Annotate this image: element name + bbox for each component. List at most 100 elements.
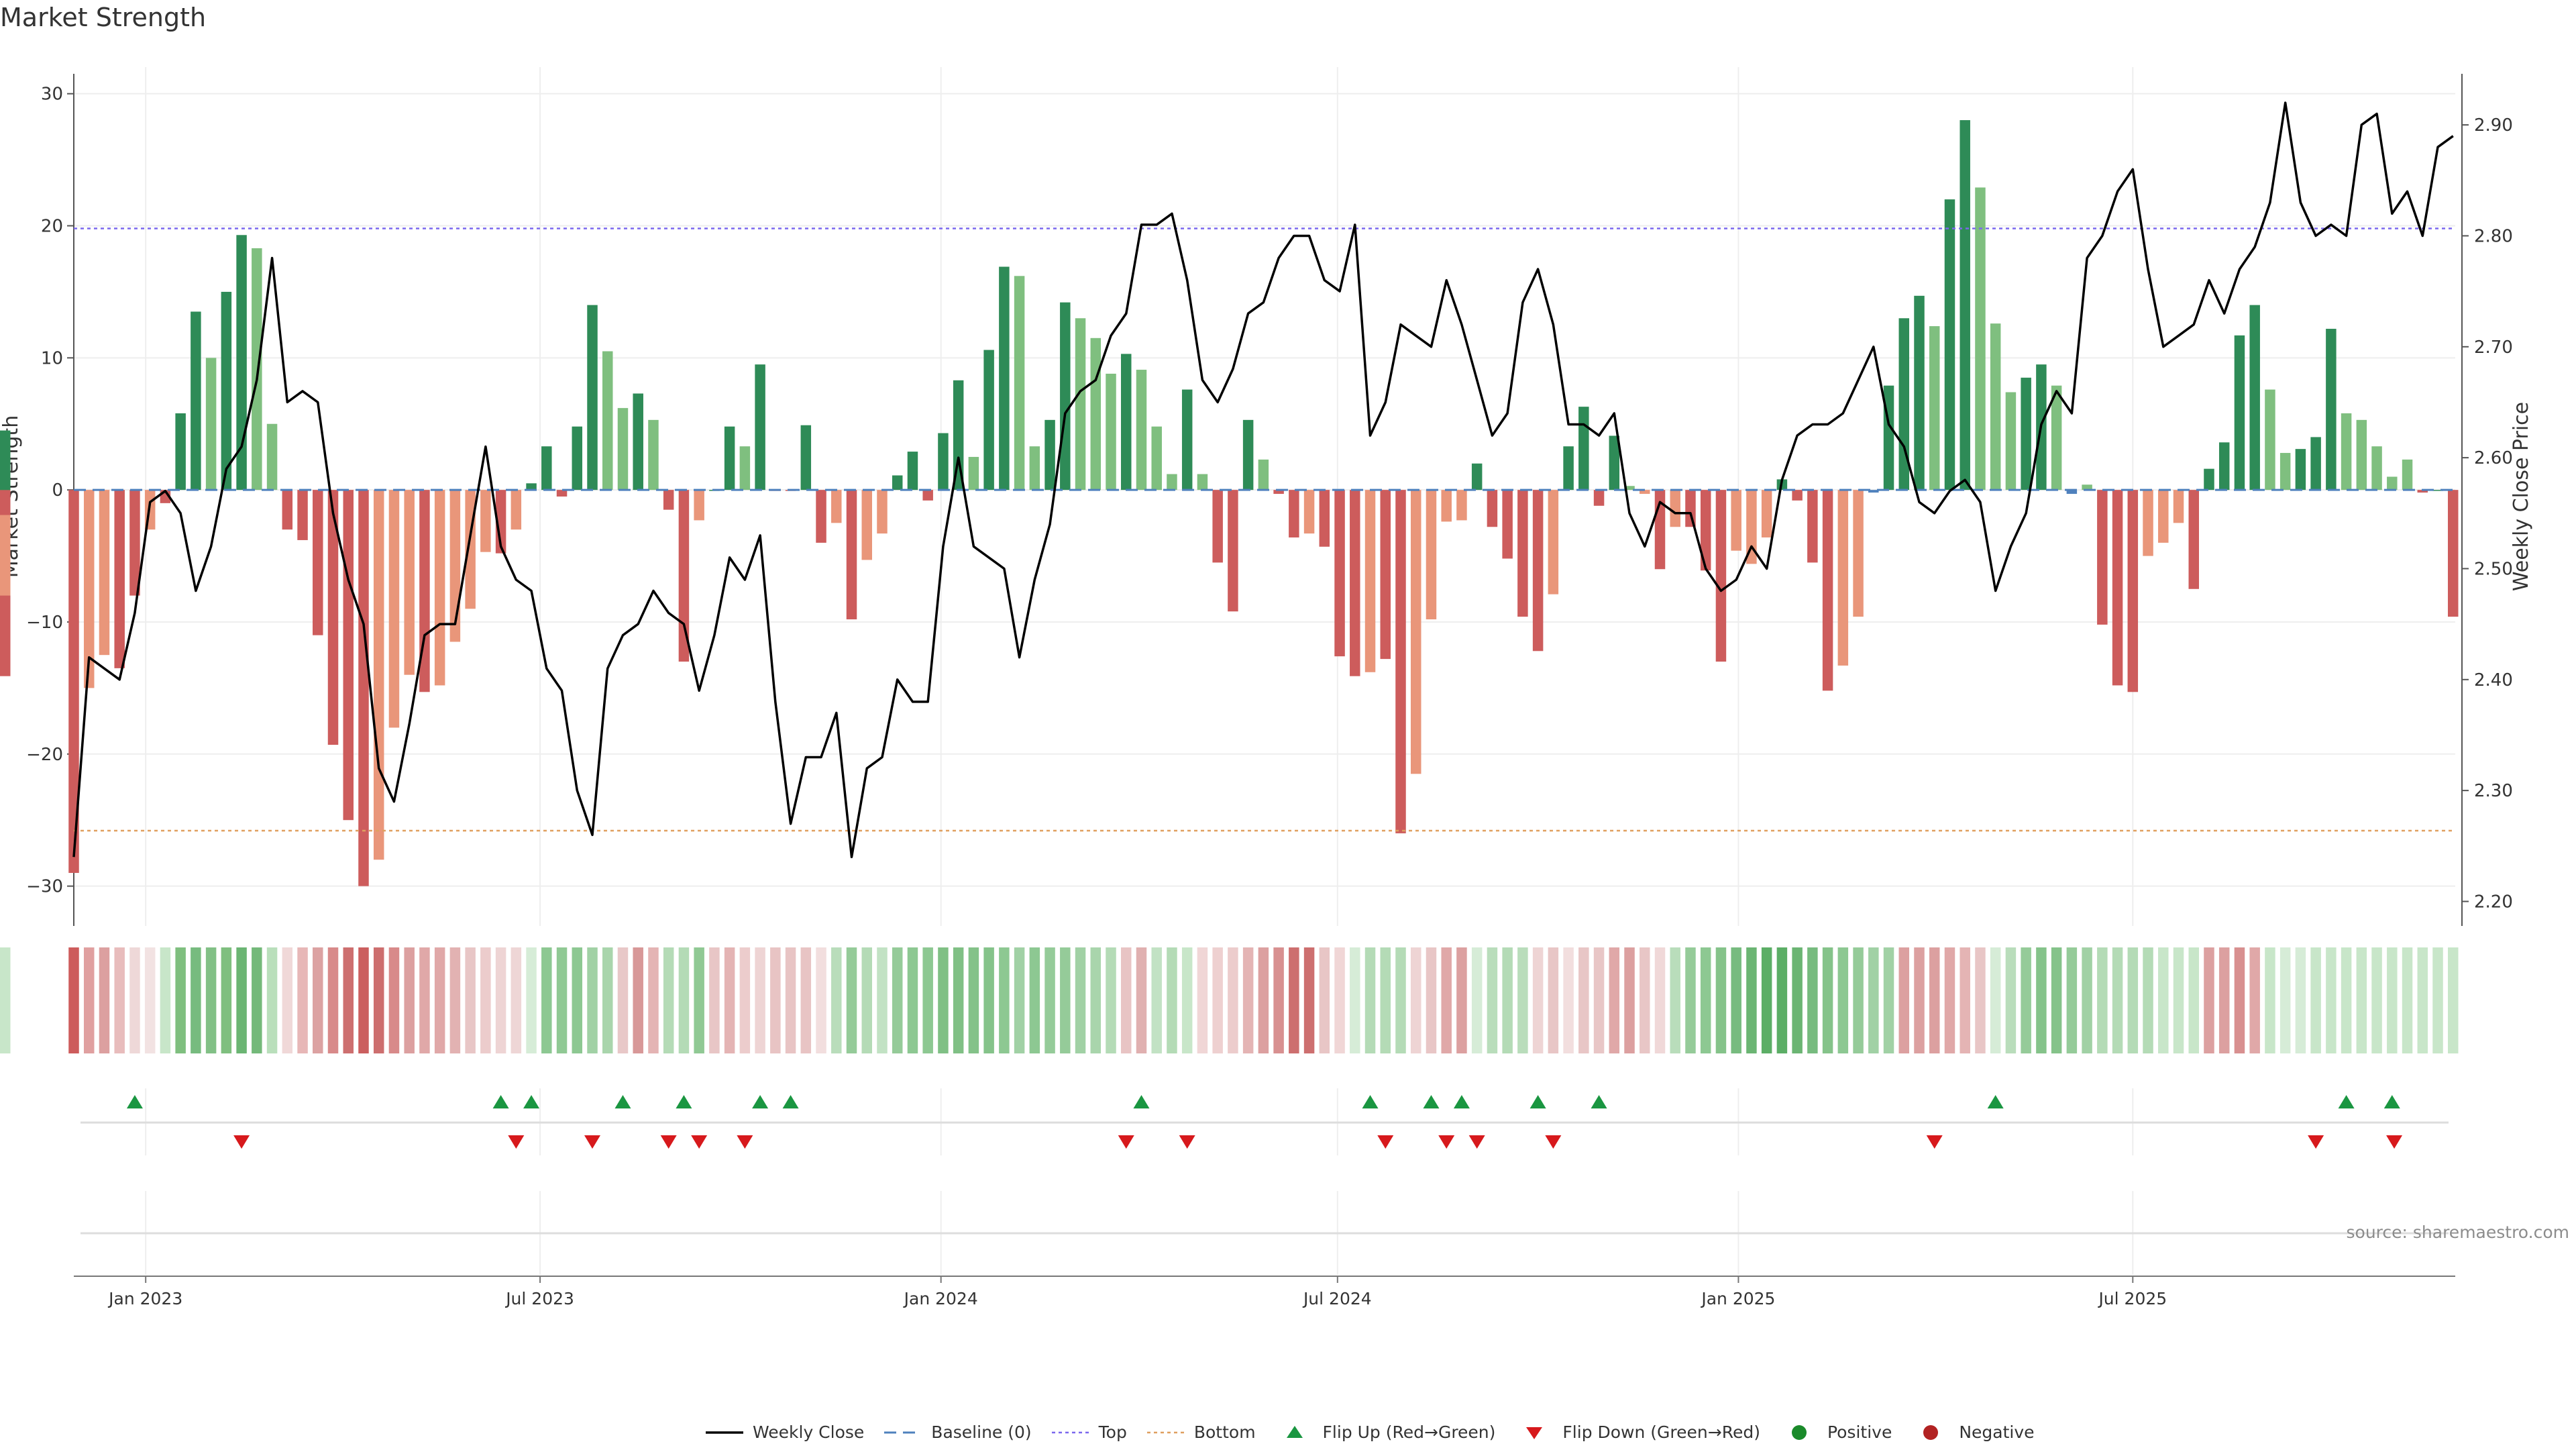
heat-cell <box>1151 947 1162 1053</box>
heat-cell <box>297 947 308 1053</box>
heat-cell <box>1776 947 1788 1053</box>
strength-bar <box>1792 490 1803 501</box>
strength-bar <box>191 311 201 490</box>
strength-bar <box>2295 449 2306 490</box>
strength-bar <box>1517 490 1528 617</box>
flip-down-marker <box>660 1135 677 1149</box>
heat-cell <box>327 947 339 1053</box>
strength-bar <box>1212 490 1223 563</box>
strength-bar <box>2402 459 2413 490</box>
flip-up-marker <box>1423 1095 1440 1108</box>
heat-cell <box>2265 947 2275 1053</box>
y-tick-label: 20 <box>41 217 63 237</box>
legend-items: Weekly Close Baseline (0) Top Bottom Flip Up… <box>704 1422 2035 1442</box>
heat-cell <box>221 947 232 1053</box>
heat-cell <box>1273 947 1284 1053</box>
heat-cell <box>2173 947 2184 1053</box>
flip-down-marker <box>1468 1135 1485 1149</box>
strength-bar <box>68 490 79 873</box>
legend-label: Bottom <box>1193 1422 1256 1442</box>
legend-label: Flip Up (Red→Green) <box>1322 1422 1496 1442</box>
strength-bar <box>1593 490 1605 506</box>
strength-bar <box>1029 446 1040 490</box>
strength-bar <box>1090 338 1102 490</box>
legend-swatch <box>1146 1431 1185 1433</box>
strength-bar <box>1898 318 1910 490</box>
flip-up-marker <box>614 1095 631 1108</box>
strength-bar <box>739 446 751 490</box>
heat-cell <box>831 947 842 1053</box>
heat-cell <box>1456 947 1467 1053</box>
heat-cell <box>2417 947 2428 1053</box>
heat-cell <box>1807 947 1818 1053</box>
heat-cell <box>2341 947 2352 1053</box>
strength-bar <box>1136 370 1147 490</box>
y2-tick-label: 2.40 <box>2474 670 2513 690</box>
heat-cell <box>907 947 918 1053</box>
chart-title: Market Strength <box>0 3 207 32</box>
strength-bar <box>2173 490 2184 523</box>
strength-bar <box>129 490 140 596</box>
heat-cell <box>1471 947 1483 1053</box>
heat-cell <box>1410 947 1421 1053</box>
heat-cell <box>602 947 613 1053</box>
heat-cell <box>449 947 461 1053</box>
heat-cell <box>1898 947 1910 1053</box>
strength-bar <box>2249 305 2260 490</box>
heat-cell <box>953 947 964 1053</box>
strength-bar <box>861 490 872 560</box>
strength-bar <box>175 413 186 490</box>
heat-cell <box>1868 947 1879 1053</box>
heat-cell <box>2036 947 2047 1053</box>
strength-bar <box>1471 463 1483 490</box>
flip-up-marker <box>782 1095 799 1108</box>
strength-bar <box>2265 389 2275 490</box>
heat-cell <box>2021 947 2031 1053</box>
strength-bar <box>1228 490 1238 612</box>
legend-swatch <box>1791 1424 1807 1440</box>
flip-up-marker <box>2338 1095 2355 1108</box>
heat-cell <box>1364 947 1376 1053</box>
strength-bar <box>327 490 339 745</box>
heat-cell <box>388 947 400 1053</box>
heat-cell <box>2097 947 2108 1053</box>
legend-label: Negative <box>1959 1422 2035 1442</box>
flip-down-marker <box>1179 1135 1195 1149</box>
heat-cell <box>2279 947 2291 1053</box>
strength-bar <box>1289 490 1299 538</box>
strength-bar <box>1350 490 1360 676</box>
flip-up-marker <box>1987 1095 2004 1108</box>
strength-bar <box>2112 490 2123 686</box>
flip-down-marker <box>508 1135 525 1149</box>
heat-cell <box>1487 947 1498 1053</box>
heat-cell <box>785 947 796 1053</box>
strength-bar <box>877 490 888 534</box>
strength-bar <box>724 426 735 490</box>
flip-up-marker <box>1133 1095 1150 1108</box>
strength-bar <box>1609 435 1620 490</box>
legend-swatch <box>1286 1425 1303 1438</box>
strength-bar <box>816 490 826 543</box>
heat-cell <box>1350 947 1360 1053</box>
flip-down-marker <box>2386 1135 2403 1149</box>
heat-cell <box>313 947 323 1053</box>
strength-bar <box>1563 446 1574 490</box>
heat-cell <box>1975 947 1986 1053</box>
legend-item-negative: Negative <box>1911 1422 2035 1442</box>
heat-cell <box>266 947 278 1053</box>
heat-cell <box>1289 947 1299 1053</box>
strength-bar <box>1441 490 1452 522</box>
heat-cell <box>2204 947 2214 1053</box>
legend-label: Baseline (0) <box>931 1422 1032 1442</box>
strength-bar <box>1914 295 1925 490</box>
heat-cell <box>2143 947 2153 1053</box>
legend-swatch <box>884 1431 922 1433</box>
heat-cell <box>1228 947 1238 1053</box>
heat-cell <box>434 947 445 1053</box>
heat-cell <box>1654 947 1666 1053</box>
strength-bar <box>205 358 217 490</box>
heat-cell <box>191 947 201 1053</box>
heat-cell <box>2188 947 2199 1053</box>
strength-bar <box>2021 377 2031 490</box>
y-tick-label: −30 <box>26 877 63 897</box>
